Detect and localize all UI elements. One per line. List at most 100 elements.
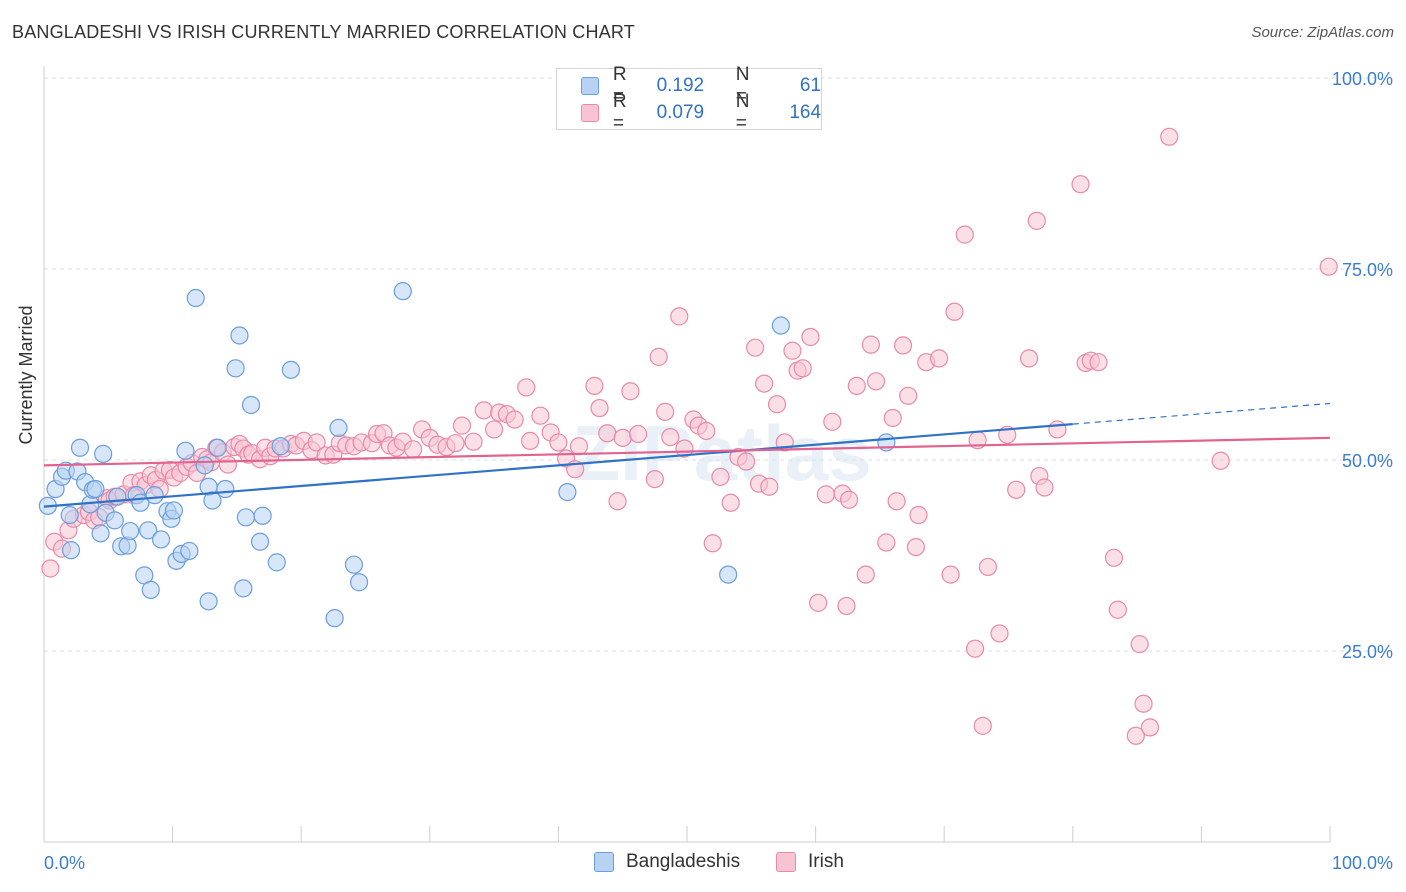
irish-point — [755, 374, 774, 393]
irish-point — [697, 421, 716, 441]
irish-point — [856, 565, 875, 584]
n-label: N = — [735, 64, 750, 107]
irish-point — [1089, 353, 1108, 372]
irish-point — [1140, 718, 1160, 737]
gridlines — [44, 77, 1392, 652]
irish-point — [1104, 548, 1124, 567]
bangladeshi-point — [208, 438, 227, 457]
bangladeshi-point — [141, 580, 160, 599]
irish-point — [893, 336, 913, 355]
irish-point — [721, 493, 740, 512]
pink-swatch — [581, 104, 599, 122]
irish-points — [41, 127, 1338, 745]
irish-point — [899, 386, 918, 405]
bangladeshi-point — [349, 573, 369, 592]
irish-point — [760, 477, 779, 496]
irish-point — [621, 382, 640, 401]
bangladeshi-point — [195, 456, 214, 475]
irish-point — [307, 433, 326, 452]
irish-point — [598, 424, 617, 443]
irish-point — [816, 485, 835, 504]
irish-point — [608, 492, 627, 511]
axes — [43, 66, 1331, 843]
irish-point — [711, 467, 730, 486]
y-tick-label: 75.0% — [1342, 260, 1393, 280]
irish-point — [446, 434, 465, 453]
irish-point — [746, 338, 765, 357]
irish-point — [978, 557, 998, 577]
irish-point — [823, 412, 842, 431]
irish-point — [452, 416, 472, 435]
irish-point — [703, 534, 722, 553]
irish-point — [1211, 451, 1230, 470]
bangladeshi-point — [253, 506, 272, 525]
irish-point — [1160, 127, 1179, 146]
bangladeshi-point — [91, 524, 110, 543]
irish-point — [837, 596, 856, 616]
bangladeshi-point — [121, 521, 140, 541]
irish-point — [1130, 635, 1149, 654]
irish-point — [1027, 211, 1046, 230]
irish-point — [613, 428, 632, 447]
blue-swatch — [594, 852, 614, 872]
n-value: 61 — [799, 75, 822, 96]
irish-point — [649, 347, 668, 366]
bangladeshi-point — [105, 511, 124, 530]
irish-point — [670, 307, 689, 326]
bangladeshi-point — [325, 609, 344, 628]
irish-point — [945, 302, 964, 321]
tick-labels: 25.0% 50.0% 75.0% 100.0% 0.0% 100.0% — [44, 69, 1393, 873]
r-value: 0.192 — [656, 75, 705, 96]
irish-point — [1019, 349, 1039, 368]
legend-label: Bangladeshis — [626, 851, 741, 872]
legend-label: Irish — [808, 851, 844, 872]
irish-point — [941, 565, 960, 584]
x-tick-label: 100.0% — [1332, 853, 1393, 873]
irish-point — [531, 406, 550, 425]
bangladeshi-point — [230, 326, 249, 345]
bangladeshi-trend-extension — [1072, 402, 1331, 425]
irish-point — [909, 505, 928, 525]
irish-point — [1126, 726, 1145, 745]
irish-point — [645, 470, 664, 489]
irish-point — [474, 401, 493, 420]
source-credit: Source: ZipAtlas.com — [1251, 24, 1394, 41]
irish-point — [767, 395, 787, 414]
pink-swatch — [776, 852, 796, 872]
legend-item-irish[interactable]: Irish — [776, 851, 844, 873]
irish-point — [737, 452, 756, 471]
bangladeshi-point — [108, 487, 127, 506]
irish-point — [218, 455, 237, 474]
irish-point — [861, 335, 880, 354]
series-legend: Bangladeshis Irish — [0, 851, 1406, 879]
bangladeshi-point — [164, 501, 183, 520]
irish-point — [1319, 257, 1338, 276]
irish-point — [485, 420, 504, 439]
irish-point — [1035, 478, 1054, 497]
irish-point — [464, 432, 483, 451]
bangladeshi-point — [393, 282, 412, 301]
legend-row-irish: R = 0.079 N = 164 — [581, 91, 821, 134]
r-label: R = — [612, 64, 627, 107]
irish-point — [929, 349, 949, 368]
bangladeshi-point — [719, 565, 738, 584]
irish-point — [661, 427, 680, 447]
bangladeshi-point — [199, 592, 218, 611]
irish-point — [973, 716, 992, 735]
irish-point — [883, 408, 902, 428]
bangladeshi-point — [60, 505, 79, 525]
bangladeshi-point — [186, 288, 205, 308]
irish-point — [505, 410, 524, 429]
bangladeshi-point — [241, 395, 261, 415]
bangladeshi-point — [70, 438, 90, 457]
irish-point — [955, 225, 974, 244]
irish-point — [1007, 480, 1026, 499]
bangladeshi-point — [271, 437, 290, 456]
irish-point — [656, 402, 675, 421]
irish-point — [569, 437, 589, 456]
irish-point — [801, 327, 820, 347]
bangladeshi-point — [94, 444, 113, 463]
legend-item-bangladeshis[interactable]: Bangladeshis — [594, 851, 740, 873]
trend-lines — [43, 402, 1331, 508]
